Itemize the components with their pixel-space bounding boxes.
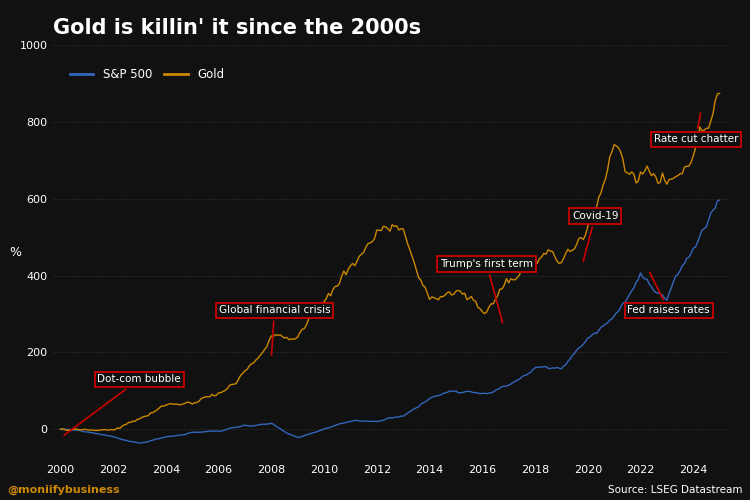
Legend: S&P 500, Gold: S&P 500, Gold (65, 64, 229, 86)
Text: Trump's first term: Trump's first term (440, 259, 533, 323)
Text: Rate cut chatter: Rate cut chatter (654, 113, 738, 144)
Text: Fed raises rates: Fed raises rates (627, 272, 710, 315)
Text: Covid-19: Covid-19 (572, 211, 619, 262)
Text: Gold is killin' it since the 2000s: Gold is killin' it since the 2000s (53, 18, 421, 38)
Text: Source: LSEG Datastream: Source: LSEG Datastream (608, 485, 742, 495)
Text: Dot-com bubble: Dot-com bubble (64, 374, 181, 436)
Text: Global financial crisis: Global financial crisis (218, 305, 330, 356)
Text: @moniifybusiness: @moniifybusiness (8, 484, 120, 495)
Text: %: % (10, 246, 22, 259)
